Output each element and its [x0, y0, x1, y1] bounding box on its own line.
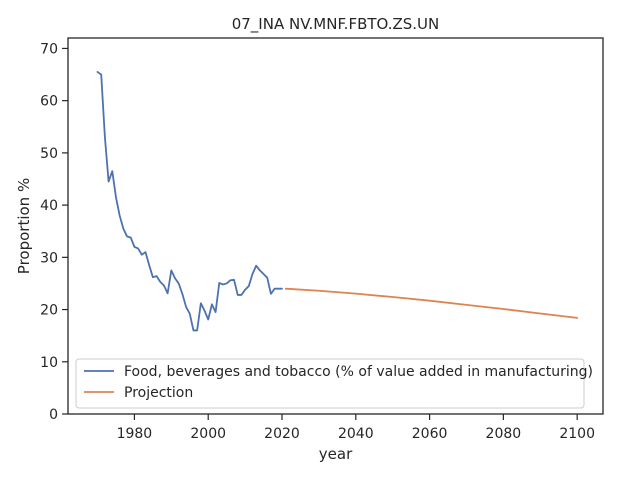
legend-box: [75, 358, 585, 409]
y-tick-label: 40: [40, 198, 58, 214]
x-tick-label: 2060: [412, 426, 448, 442]
x-tick-label: 2100: [559, 426, 595, 442]
x-axis-label: year: [319, 445, 353, 463]
axes-frame: [67, 37, 604, 415]
legend-label-1: Projection: [124, 385, 193, 401]
chart-title: 07_INA NV.MNF.FBTO.ZS.UN: [232, 15, 440, 34]
y-tick-label: 0: [49, 407, 58, 423]
y-tick-label: 60: [40, 94, 58, 110]
y-tick-label: 10: [40, 355, 58, 371]
y-tick-label: 20: [40, 303, 58, 319]
x-tick-label: 2000: [190, 426, 226, 442]
y-tick-label: 30: [40, 250, 58, 266]
series-line-1: [284, 287, 579, 319]
x-tick-label: 2040: [338, 426, 374, 442]
legend: Food, beverages and tobacco (% of value …: [75, 358, 593, 409]
series-line-0: [96, 71, 283, 332]
legend-label-0: Food, beverages and tobacco (% of value …: [124, 364, 593, 380]
y-tick-label: 50: [40, 146, 58, 162]
y-axis-label: Proportion %: [15, 178, 33, 274]
x-tick-label: 2020: [264, 426, 300, 442]
plot-area: 0 10 20 30 40 50 60 70 1980 2000 2020 2040 2060 2080 2…: [40, 37, 604, 442]
x-tick-label: 1980: [117, 426, 153, 442]
y-tick-label: 70: [40, 41, 58, 57]
x-tick-label: 2080: [486, 426, 522, 442]
